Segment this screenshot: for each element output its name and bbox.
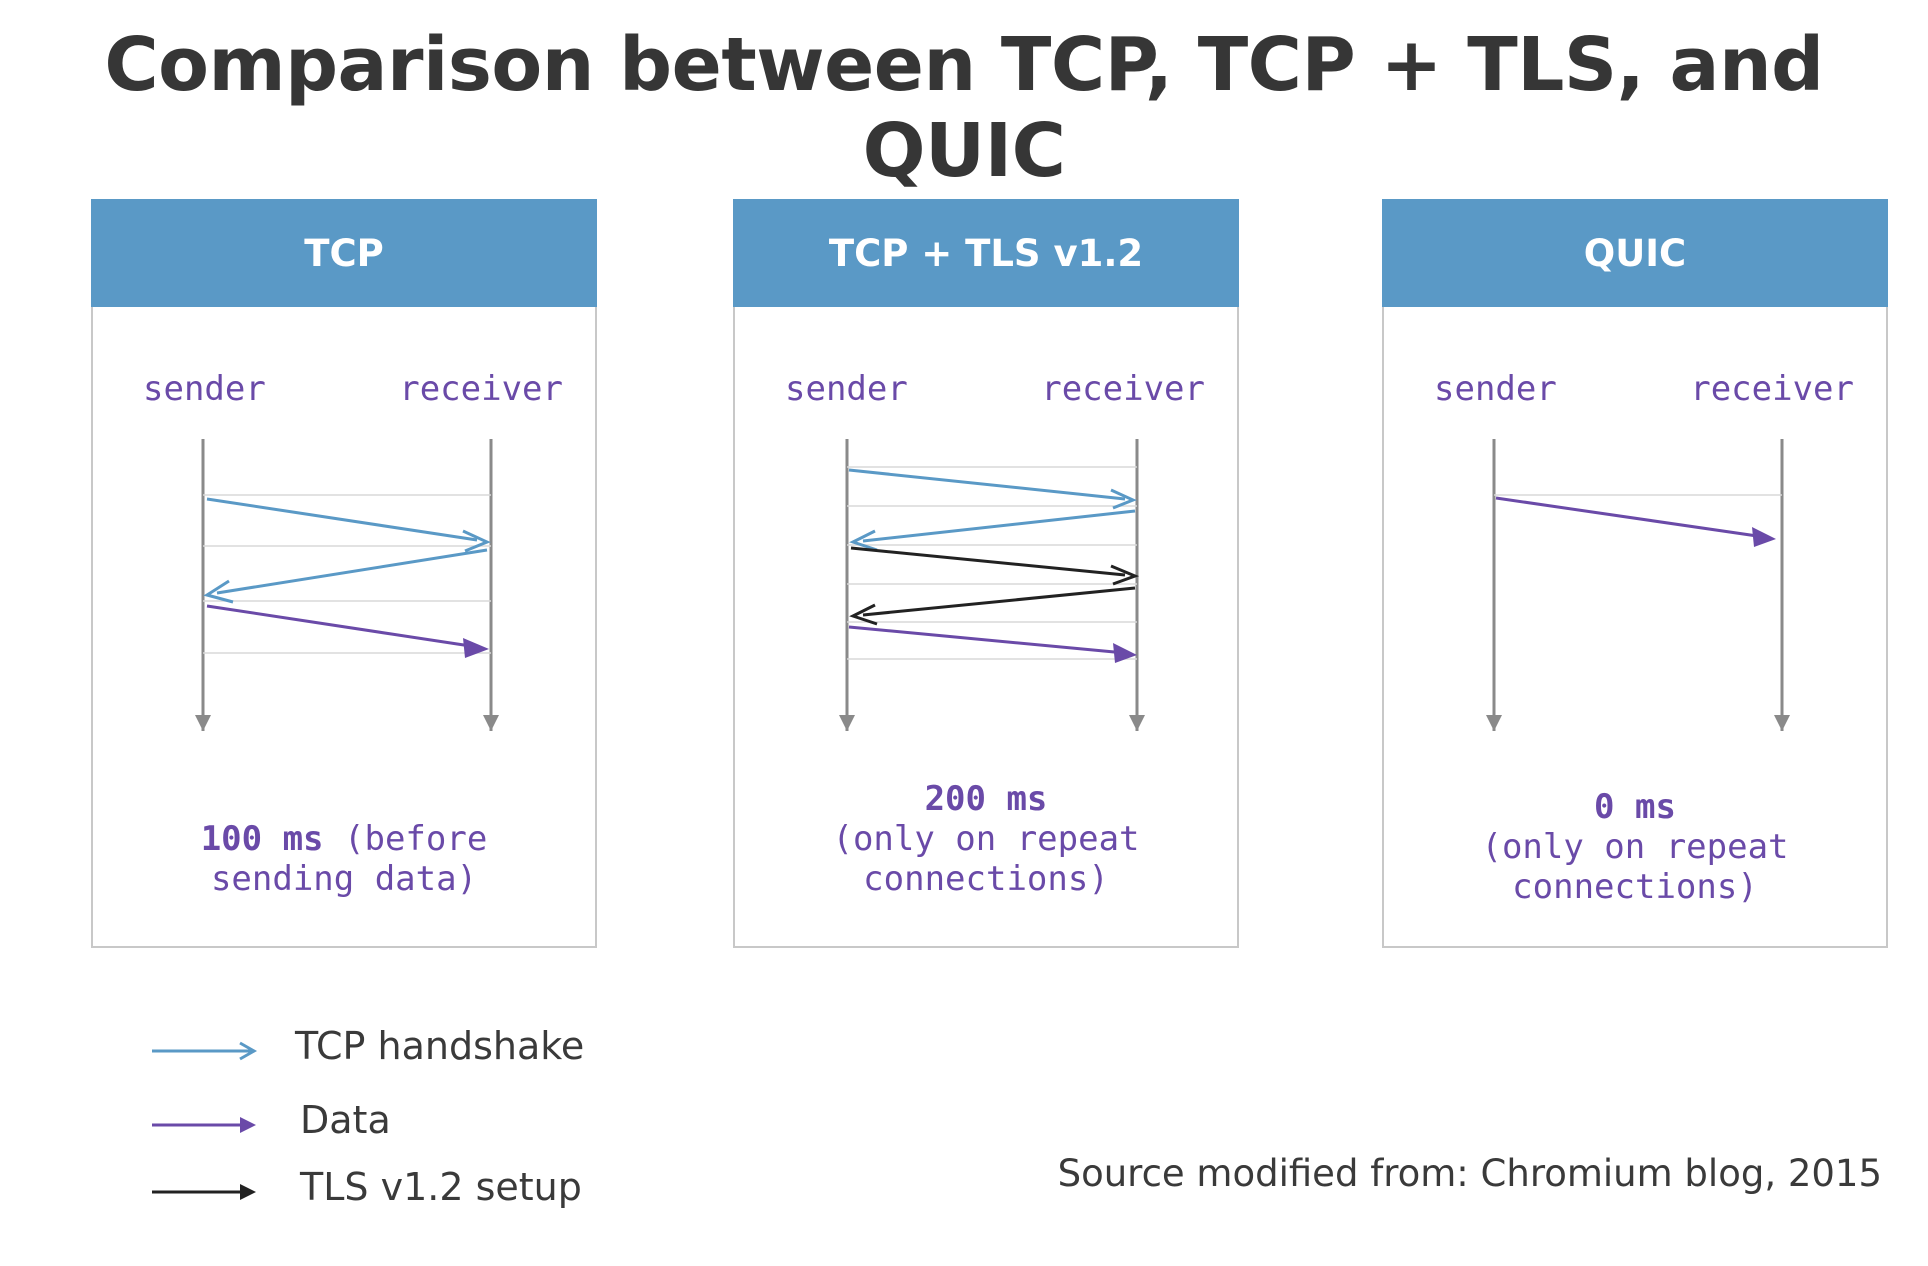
legend-label: TLS v1.2 setup [300,1165,582,1209]
timing-qualifier: (before [323,819,488,859]
arrowhead [462,529,491,553]
timing-detail: (only on repeat [1481,827,1789,867]
legend-label: Data [300,1098,391,1142]
arrowhead [849,529,878,552]
arrowhead [463,638,489,658]
timing-detail: (only on repeat [832,819,1140,859]
timing-note: 0 ms (only on repeat connections) [1384,787,1886,907]
arrowhead [1752,527,1776,547]
message-arrow-handshake [862,509,1136,543]
arrowhead [1110,488,1137,510]
message-arrow-handshake [216,548,488,595]
sender-timeline-arrowhead [195,715,211,731]
panel-tcp: TCP sender receiver 100 ms (before sendi… [91,199,597,948]
arrowhead [1110,564,1140,586]
panel-header-quic: QUIC [1382,199,1888,307]
timing-note: 100 ms (before sending data) [93,819,595,899]
panel-tcp-tls: TCP + TLS v1.2 sender receiver 200 ms (o… [733,199,1239,948]
sender-timeline-arrowhead [839,715,855,731]
timing-detail-continued: connections) [1512,867,1758,907]
message-arrow-data [848,625,1126,655]
diagram-title: Comparison between TCP, TCP + TLS, and Q… [104,22,1824,194]
message-arrow-tls [850,546,1126,577]
legend-label: TCP handshake [295,1024,585,1068]
panel-header-tcp: TCP [91,199,597,307]
message-arrow-handshake [206,497,478,542]
timing-value: 200 ms [924,779,1048,819]
panel-header-tcp-tls: TCP + TLS v1.2 [733,199,1239,307]
message-arrow-tls [862,586,1136,617]
sender-label: sender [143,369,266,409]
receiver-timeline-arrowhead [1774,715,1790,731]
sequence-diagram-tcp-tls [839,439,1145,731]
arrowhead [849,603,878,626]
sender-label: sender [785,369,908,409]
legend-arrow-handshake [152,1041,258,1061]
receiver-label: receiver [1690,369,1854,409]
timing-note: 200 ms (only on repeat connections) [735,779,1237,899]
message-arrow-data [206,604,478,649]
legend-arrow-data [152,1117,256,1133]
sequence-diagram-quic [1486,439,1790,731]
arrowhead [203,579,234,604]
timing-value: 100 ms [200,819,324,859]
receiver-timeline-arrowhead [1129,715,1145,731]
receiver-label: receiver [399,369,563,409]
sender-timeline-arrowhead [1486,715,1502,731]
source-citation: Source modified from: Chromium blog, 201… [1057,1152,1882,1195]
sequence-diagram-tcp [195,439,499,731]
message-arrow-handshake [848,468,1126,501]
sender-label: sender [1434,369,1557,409]
timing-detail: sending data) [210,859,478,899]
timing-value: 0 ms [1594,787,1676,827]
legend-arrow-tls [152,1184,256,1200]
timing-detail-continued: connections) [863,859,1109,899]
panel-quic: QUIC sender receiver 0 ms (only on repea… [1382,199,1888,948]
receiver-timeline-arrowhead [483,715,499,731]
message-arrow-data [1495,496,1765,539]
arrowhead [1113,643,1137,663]
receiver-label: receiver [1041,369,1205,409]
